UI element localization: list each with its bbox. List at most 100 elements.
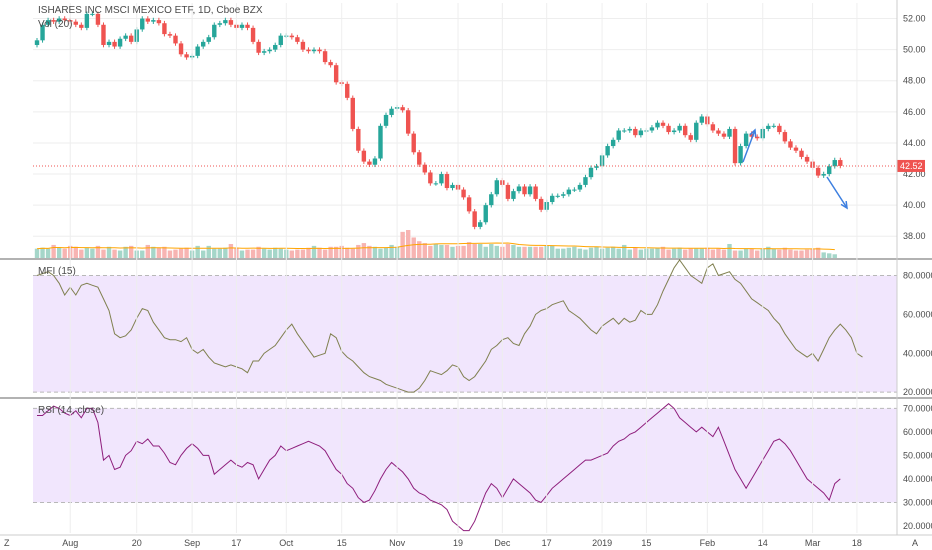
- candle-body: [566, 189, 572, 195]
- candle-body: [838, 160, 843, 166]
- rsi-legend: RSI (14, close): [38, 405, 105, 416]
- volume-bar: [433, 244, 439, 258]
- annotation-arrow-down-head: [840, 200, 848, 210]
- price-tick-label: 52.00: [903, 14, 926, 24]
- volume-bar: [156, 247, 162, 258]
- volume-bar: [151, 246, 156, 258]
- candle-body: [40, 24, 45, 41]
- candle: [444, 171, 450, 191]
- candle-body: [788, 141, 793, 148]
- candle: [627, 126, 632, 133]
- candle: [267, 47, 272, 54]
- candle-body: [112, 41, 117, 47]
- volume-bar: [145, 244, 150, 258]
- candle: [239, 22, 245, 31]
- volume-bar: [422, 243, 427, 258]
- price-pane[interactable]: 52.00 50.00 48.00 46.00 44.00 42.00 40.00 38.00…: [0, 11, 932, 260]
- candle-body: [821, 174, 826, 176]
- candle: [572, 187, 577, 192]
- candle-body: [688, 135, 693, 140]
- volume-bar: [727, 244, 732, 258]
- candle: [743, 131, 749, 149]
- volume-bar: [522, 246, 527, 258]
- candle: [721, 131, 727, 140]
- mfi-tick-label: 20.0000: [903, 387, 932, 397]
- candle: [727, 126, 732, 140]
- candle-body: [538, 198, 544, 210]
- volume-bar: [832, 254, 837, 258]
- candle-body: [95, 13, 101, 25]
- volume-bar: [383, 247, 389, 258]
- candle-body: [162, 23, 167, 35]
- candle-body: [101, 24, 106, 45]
- candle-body: [322, 51, 328, 63]
- candle-body: [804, 156, 810, 162]
- volume-bar: [273, 247, 278, 258]
- candle-body: [450, 184, 455, 189]
- volume-bar: [627, 249, 632, 258]
- volume-bar: [106, 246, 112, 258]
- volume-bar: [245, 249, 250, 258]
- candle-body: [782, 132, 788, 142]
- candle-body: [261, 51, 267, 53]
- candle: [555, 193, 560, 199]
- candle: [389, 106, 394, 118]
- candle-body: [428, 172, 433, 184]
- candle: [461, 187, 466, 200]
- candle-body: [295, 37, 300, 42]
- candle-body: [350, 97, 355, 129]
- candle: [106, 39, 112, 48]
- candle: [677, 123, 682, 133]
- candle-body: [622, 130, 627, 132]
- rsi-pane[interactable]: 70.0000 60.0000 50.0000 40.0000 30.0000 20.00…: [33, 403, 932, 532]
- candle: [361, 148, 367, 164]
- mfi-pane[interactable]: 80.0000 60.0000 40.0000 20.0000: [0, 259, 932, 399]
- candle: [788, 139, 793, 150]
- volume-bar: [749, 248, 754, 258]
- candle-body: [561, 194, 566, 196]
- rsi-tick-label: 30.0000: [903, 497, 932, 507]
- candle: [793, 145, 799, 154]
- price-tick-label: 46.00: [903, 107, 926, 117]
- candle: [472, 209, 477, 230]
- volume-bar: [322, 249, 328, 258]
- candle: [317, 47, 322, 54]
- volume-bar: [356, 244, 361, 258]
- volume-bar: [616, 248, 621, 258]
- volume-bar: [483, 246, 488, 258]
- candle: [295, 34, 300, 45]
- candle: [278, 33, 283, 48]
- candle-body: [671, 130, 677, 133]
- candle: [633, 126, 638, 138]
- candle: [101, 22, 106, 48]
- volume-bar: [682, 249, 688, 258]
- candle-body: [273, 44, 278, 50]
- mfi-tick-label: 40.0000: [903, 348, 932, 358]
- volume-bar: [732, 250, 738, 258]
- volume-bar: [62, 248, 67, 258]
- candle: [112, 39, 117, 49]
- candle-body: [655, 122, 660, 128]
- trend-arrows[interactable]: [742, 128, 848, 210]
- candle: [838, 157, 843, 169]
- candle: [117, 36, 123, 49]
- volume-bar: [162, 246, 167, 258]
- candle: [494, 177, 500, 197]
- candle: [156, 17, 162, 26]
- time-tick-label: Sep: [184, 538, 200, 548]
- candle-body: [749, 133, 754, 137]
- candle-body: [311, 49, 317, 52]
- candle-body: [472, 211, 477, 227]
- corner-label-right: A: [912, 538, 918, 548]
- candle: [755, 134, 760, 141]
- candle: [766, 123, 771, 132]
- volume-bar: [710, 249, 716, 258]
- volume-bar: [688, 248, 693, 258]
- mfi-tick-label: 80.0000: [903, 271, 932, 281]
- candle-body: [550, 195, 555, 203]
- volume-bar: [328, 246, 333, 258]
- volume-bar: [677, 247, 682, 258]
- candle: [128, 33, 134, 45]
